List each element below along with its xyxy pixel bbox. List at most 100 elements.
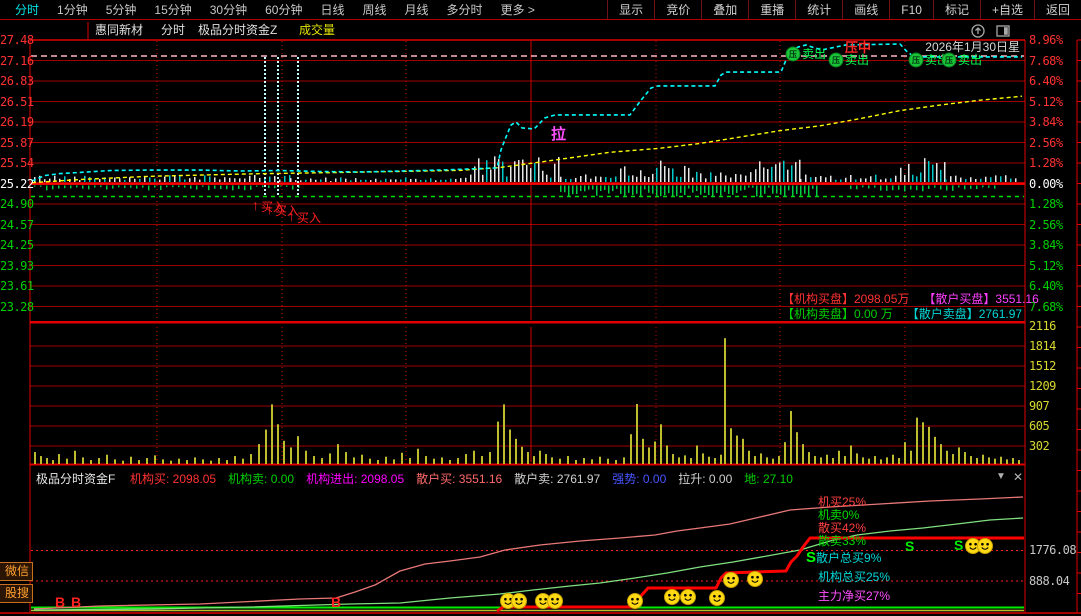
period-tab-2[interactable]: 5分钟 bbox=[105, 3, 137, 17]
volume-bar bbox=[892, 454, 894, 464]
volume-bar bbox=[982, 454, 984, 464]
volume-bar bbox=[401, 452, 403, 464]
fund-tick-up bbox=[470, 174, 472, 182]
fund-tick-down bbox=[600, 185, 602, 192]
fund-ratio-label-2: 散买42% bbox=[818, 521, 867, 535]
fund-tick-up bbox=[179, 175, 181, 182]
fund-tick-up bbox=[924, 158, 926, 182]
chevron-down-icon[interactable]: ▼ bbox=[996, 471, 1006, 482]
indicator-name[interactable]: 极品分时资金Z bbox=[198, 23, 278, 37]
fund-tick-down bbox=[886, 185, 888, 191]
bottom-indicator-title[interactable]: 极品分时资金F bbox=[36, 472, 116, 486]
period-tab-6[interactable]: 日线 bbox=[320, 3, 345, 17]
volume-bar bbox=[425, 456, 427, 464]
fund-tick-up bbox=[506, 176, 508, 182]
fund-tick-down bbox=[232, 185, 234, 191]
period-tab-7[interactable]: 周线 bbox=[362, 3, 387, 17]
fund-tick-up bbox=[554, 163, 556, 182]
fund-tick-up bbox=[199, 179, 201, 182]
fund-tick-up bbox=[219, 179, 221, 182]
fund-overlay-segment-1-0: 【机构卖盘】0.00 万 bbox=[782, 307, 893, 321]
period-tab-1[interactable]: 1分钟 bbox=[57, 3, 88, 17]
fund-tick-down bbox=[764, 185, 766, 194]
volume-bar bbox=[880, 459, 882, 464]
fund-tick-up bbox=[975, 178, 977, 182]
fund-tick-down bbox=[256, 185, 258, 187]
toolbar-button-6[interactable]: F10 bbox=[889, 0, 933, 19]
volume-bar bbox=[636, 403, 638, 464]
period-tab-4[interactable]: 30分钟 bbox=[209, 3, 248, 17]
volume-indicator-name[interactable]: 成交量 bbox=[299, 23, 336, 37]
toolbar-button-3[interactable]: 重播 bbox=[748, 0, 795, 19]
fund-tick-up bbox=[799, 159, 801, 182]
fund-tick-up bbox=[59, 178, 61, 182]
fund-tick-up bbox=[164, 176, 166, 182]
period-tab-5[interactable]: 60分钟 bbox=[265, 3, 303, 17]
fund-tick-down bbox=[250, 185, 252, 190]
fund-tick-up bbox=[595, 176, 597, 182]
fund-tick-down bbox=[988, 185, 990, 188]
promo-tab-wechat[interactable]: 微信 bbox=[0, 562, 33, 581]
fund-tick-down bbox=[672, 185, 674, 197]
fund-tick-up bbox=[960, 177, 962, 182]
toolbar-button-1[interactable]: 竞价 bbox=[654, 0, 701, 19]
fund-tick-up bbox=[855, 179, 857, 182]
volume-axis-label: 1512 bbox=[1029, 359, 1056, 373]
volume-bar bbox=[886, 457, 888, 464]
period-tab-9[interactable]: 多分时 bbox=[446, 3, 483, 17]
panel-layout-icon[interactable] bbox=[996, 24, 1011, 38]
fund-tick-up bbox=[763, 167, 765, 182]
fund-tick-up bbox=[615, 176, 617, 182]
fund-tick-up bbox=[104, 177, 106, 182]
volume-bar bbox=[226, 460, 228, 464]
smiley-icon bbox=[627, 593, 643, 609]
fund-tick-down bbox=[580, 185, 582, 192]
toolbar-button-0[interactable]: 显示 bbox=[607, 0, 654, 19]
fund-tick-up bbox=[605, 177, 607, 182]
fund-tick-down bbox=[796, 185, 798, 194]
promo-tab-stocksearch[interactable]: 股搜 bbox=[0, 584, 33, 603]
toolbar-button-5[interactable]: 画线 bbox=[842, 0, 889, 19]
volume-bar bbox=[509, 429, 511, 464]
fund-overlay-segment-1-1: 【散户卖盘】2761.97 bbox=[906, 307, 1023, 321]
toolbar-button-8[interactable]: +自选 bbox=[979, 0, 1034, 19]
volume-bar bbox=[748, 450, 750, 464]
price-axis-label: 26.51 bbox=[0, 94, 34, 109]
period-tab-3[interactable]: 15分钟 bbox=[154, 3, 192, 17]
fund-tick-down bbox=[808, 185, 810, 196]
period-tab-8[interactable]: 月线 bbox=[404, 3, 429, 17]
fund-tick-down bbox=[588, 185, 590, 190]
pct-axis-label: 8.96% bbox=[1029, 33, 1063, 47]
volume-bar bbox=[337, 444, 339, 464]
fund-tick-up bbox=[355, 178, 357, 182]
volume-bar bbox=[521, 446, 523, 464]
fund-tick-up bbox=[114, 177, 116, 182]
toolbar-button-9[interactable]: 返回 bbox=[1033, 0, 1081, 19]
volume-bar bbox=[760, 453, 762, 464]
fund-tick-down bbox=[280, 185, 282, 187]
toolbar-button-2[interactable]: 叠加 bbox=[701, 0, 748, 19]
period-tab-0[interactable]: 分时 bbox=[15, 3, 40, 17]
scroll-up-icon[interactable] bbox=[971, 24, 985, 38]
close-icon[interactable]: ✕ bbox=[1013, 470, 1024, 484]
fund-tick-up bbox=[534, 163, 536, 182]
period-tab-10[interactable]: 更多 > bbox=[500, 3, 535, 17]
buy-marker-label: 买入 bbox=[261, 200, 285, 214]
sell-marker-glyph: 压 bbox=[912, 56, 920, 65]
fund-tick-up bbox=[965, 179, 967, 182]
fund-tick-down bbox=[52, 185, 54, 190]
volume-bar bbox=[838, 450, 840, 464]
fund-tick-up bbox=[783, 160, 785, 182]
fund-tick-up bbox=[590, 178, 592, 182]
fund-tick-down bbox=[940, 185, 942, 190]
fund-tick-down bbox=[592, 185, 594, 190]
volume-bar bbox=[766, 457, 768, 464]
pct-axis-label: 3.84% bbox=[1029, 115, 1063, 129]
toolbar-button-7[interactable]: 标记 bbox=[932, 0, 980, 19]
buy-arrow-icon: ↑ bbox=[288, 208, 295, 224]
volume-bar bbox=[122, 460, 124, 464]
fund-tick-down bbox=[58, 185, 60, 189]
chart-date: 2026年1月30日星 bbox=[925, 40, 1020, 54]
toolbar-button-4[interactable]: 统计 bbox=[795, 0, 842, 19]
fund-tick-up bbox=[214, 177, 216, 182]
